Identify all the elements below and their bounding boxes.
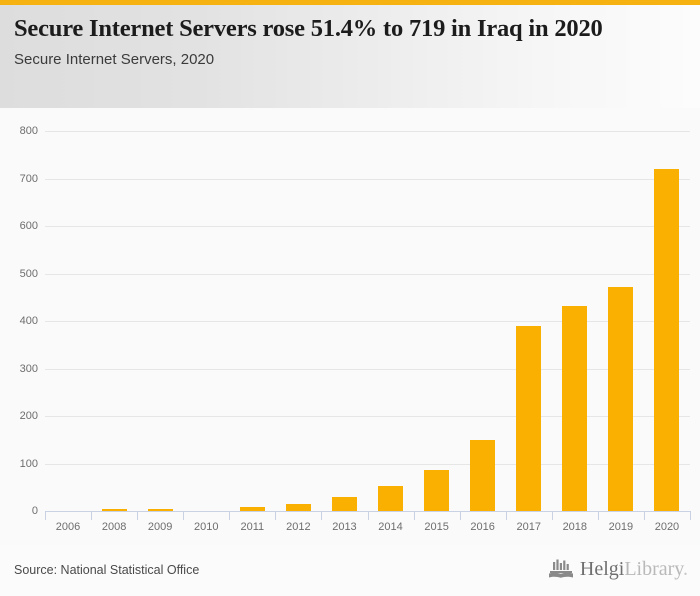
x-axis-tick [505, 511, 507, 520]
x-axis-tick-label: 2009 [147, 521, 173, 533]
gridline [45, 226, 690, 227]
x-axis-tick-label: 2011 [240, 521, 265, 533]
brand-name-primary: Helgi [579, 558, 625, 580]
chart-footer: Source: National Statistical Office Helg… [0, 545, 700, 596]
y-axis-tick-label: 600 [19, 220, 38, 232]
x-axis-tick [643, 511, 645, 520]
x-axis-tick [45, 511, 46, 520]
axis-group: 2006 2008 2009 2010 2011 2012 2013 2014 2015 2016… [0, 108, 700, 545]
brand-suffix: . [683, 558, 688, 580]
gridline [45, 178, 690, 180]
x-axis-tick [229, 511, 231, 520]
x-axis-tick [321, 511, 323, 520]
x-axis-tick-label: 2008 [101, 521, 127, 533]
x-axis-tick [459, 511, 461, 520]
bar[interactable] [608, 286, 634, 511]
gridline [45, 463, 690, 465]
chart-title: Secure Internet Servers rose 51.4% to 71… [14, 15, 603, 42]
bar[interactable] [147, 509, 173, 511]
y-axis-tick-label: 0 [31, 505, 38, 517]
x-axis-tick [137, 511, 139, 520]
plot-area: 0 100 200 300 400 500 600 700 800 2006 2008 2009 20… [0, 108, 700, 545]
x-axis-tick-label: 2018 [562, 521, 588, 533]
y-axis-tick-label: 100 [19, 457, 38, 470]
x-axis-tick-label: 2015 [424, 521, 449, 533]
brand-name-secondary: Library [624, 558, 683, 580]
x-axis-tick-label: 2017 [516, 521, 541, 533]
gridline [45, 368, 690, 370]
source-note: Source: National Statistical Office [14, 563, 200, 577]
gridlines-group: 0 100 200 300 400 500 600 700 800 [0, 108, 700, 545]
x-axis-tick [413, 511, 415, 520]
chart-subtitle: Secure Internet Servers, 2020 [14, 51, 215, 68]
y-axis-tick-label: 400 [19, 315, 38, 327]
bar[interactable] [424, 469, 450, 511]
y-axis-tick-label: 700 [19, 172, 38, 185]
gridline [45, 416, 690, 417]
x-axis-tick-label: 2016 [470, 521, 495, 533]
x-axis-tick [91, 511, 93, 520]
x-axis-tick-label: 2013 [332, 521, 357, 533]
x-axis-tick [275, 511, 277, 520]
bar[interactable] [378, 486, 404, 511]
bar[interactable] [101, 509, 127, 511]
x-axis-tick [597, 511, 599, 520]
x-axis-tick [551, 511, 553, 520]
x-axis-tick-label: 2010 [193, 521, 219, 533]
gridline [45, 131, 690, 132]
bar[interactable] [516, 325, 542, 511]
x-axis-tick-label: 2014 [378, 521, 403, 533]
book-bars-icon [548, 559, 573, 578]
bars-group [0, 108, 700, 545]
gridline [45, 273, 690, 275]
bar[interactable] [239, 507, 265, 511]
x-axis-tick-label: 2012 [286, 521, 311, 533]
y-axis-tick-label: 300 [19, 362, 38, 375]
bar[interactable] [470, 439, 496, 511]
x-axis-tick [183, 511, 185, 520]
x-axis-tick-label: 2019 [608, 521, 634, 533]
top-accent-bar [0, 0, 700, 5]
bar[interactable] [331, 497, 357, 511]
bar[interactable] [562, 305, 588, 511]
bar[interactable] [654, 169, 680, 511]
x-axis-tick-label: 2020 [654, 521, 680, 533]
y-axis-tick-label: 500 [19, 267, 38, 280]
brand-logo: HelgiLibrary. [548, 558, 688, 580]
y-axis-tick-label: 800 [19, 125, 38, 137]
chart-header: Secure Internet Servers rose 51.4% to 71… [0, 5, 700, 108]
bar[interactable] [285, 503, 311, 511]
x-axis-tick-label: 2006 [55, 521, 81, 533]
y-axis-tick-label: 200 [19, 410, 38, 422]
gridline [45, 321, 690, 322]
x-axis-tick [367, 511, 369, 520]
x-axis-tick [690, 511, 691, 520]
